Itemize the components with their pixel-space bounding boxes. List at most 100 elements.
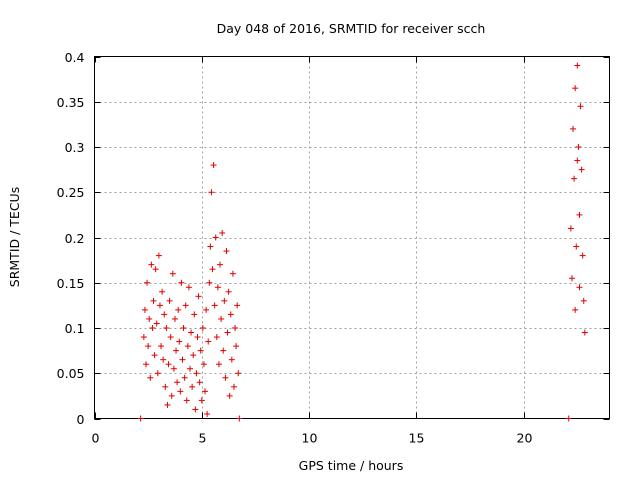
x-axis-label: GPS time / hours	[299, 458, 404, 473]
data-point	[195, 293, 202, 300]
data-point	[572, 306, 579, 313]
data-point	[141, 306, 148, 313]
data-point	[166, 297, 173, 304]
data-point	[200, 361, 207, 368]
data-point	[572, 85, 579, 92]
data-point	[152, 266, 159, 273]
data-point	[220, 347, 227, 354]
data-point	[144, 279, 151, 286]
data-point	[192, 406, 199, 413]
data-point	[570, 125, 577, 132]
data-point	[208, 189, 215, 196]
data-point	[573, 243, 580, 250]
y-tick-label: 0.25	[57, 185, 85, 200]
data-point	[145, 343, 152, 350]
data-point	[221, 297, 228, 304]
y-tick-label: 0.35	[57, 95, 85, 110]
data-point	[162, 383, 169, 390]
data-point	[174, 379, 181, 386]
data-point	[140, 334, 147, 341]
data-point	[580, 297, 587, 304]
y-tick-label: 0.4	[65, 50, 85, 65]
data-point	[163, 325, 170, 331]
data-point	[576, 284, 583, 291]
data-point	[229, 270, 236, 277]
data-point	[232, 325, 239, 331]
y-tick-label: 0.05	[57, 366, 85, 381]
data-point	[579, 252, 586, 259]
data-point	[171, 315, 178, 322]
y-axis-label: SRMTID / TECUs	[7, 187, 22, 287]
data-point	[228, 356, 235, 363]
data-point	[189, 383, 196, 390]
data-point	[150, 297, 157, 304]
data-point	[567, 225, 574, 232]
data-point	[164, 401, 171, 408]
data-point	[226, 392, 233, 399]
data-point	[212, 234, 219, 241]
data-point	[222, 374, 229, 381]
data-point	[180, 325, 187, 331]
data-point	[182, 302, 189, 309]
data-point	[210, 162, 217, 169]
y-tick-label: 0.1	[65, 321, 85, 336]
y-tick-label: 0.15	[57, 276, 85, 291]
data-point	[167, 334, 174, 341]
plot-frame	[94, 56, 610, 419]
data-point	[575, 144, 582, 150]
data-point	[577, 103, 584, 110]
data-point	[181, 374, 188, 381]
data-point	[168, 392, 175, 399]
data-point	[190, 352, 197, 359]
data-point	[576, 211, 583, 218]
data-point	[571, 175, 578, 182]
data-point	[225, 288, 232, 295]
data-points	[137, 62, 588, 422]
axes: 0 5 10 15 20 0 0.05 0.1 0.15 0.2 0.25 0.3 0.35 0.4	[57, 50, 610, 446]
data-point	[213, 334, 220, 341]
data-point	[224, 329, 231, 336]
data-point	[196, 379, 203, 386]
data-point	[165, 361, 172, 368]
data-point	[227, 311, 234, 318]
data-point	[155, 252, 162, 259]
data-point	[149, 325, 156, 331]
data-point	[214, 284, 221, 291]
data-point	[194, 334, 201, 341]
data-point	[178, 279, 185, 286]
data-point	[217, 261, 224, 268]
data-point	[215, 361, 222, 368]
data-point	[173, 347, 180, 354]
chart-title: Day 048 of 2016, SRMTID for receiver scc…	[217, 21, 486, 36]
data-point	[565, 415, 572, 422]
data-point	[574, 157, 581, 164]
data-point	[236, 415, 243, 422]
data-point	[147, 374, 154, 381]
data-point	[199, 325, 206, 331]
data-point	[191, 311, 198, 318]
data-point	[223, 248, 230, 255]
data-point	[156, 302, 163, 309]
data-point	[207, 243, 214, 250]
x-tick-label: 5	[199, 431, 207, 446]
data-point	[218, 315, 225, 322]
data-point	[188, 329, 195, 336]
data-point	[202, 388, 209, 395]
data-point	[193, 370, 200, 377]
data-point	[159, 288, 166, 295]
x-tick-label: 10	[302, 431, 318, 446]
data-point	[151, 352, 158, 359]
data-point	[578, 166, 585, 173]
data-point	[186, 365, 193, 372]
data-point	[153, 320, 160, 327]
data-point	[170, 365, 177, 372]
data-point	[198, 397, 205, 404]
data-point	[154, 370, 161, 377]
data-point	[235, 370, 242, 377]
data-point	[574, 62, 581, 69]
data-point	[169, 270, 176, 277]
data-point	[211, 302, 218, 309]
data-point	[137, 415, 144, 422]
data-point	[146, 315, 153, 322]
